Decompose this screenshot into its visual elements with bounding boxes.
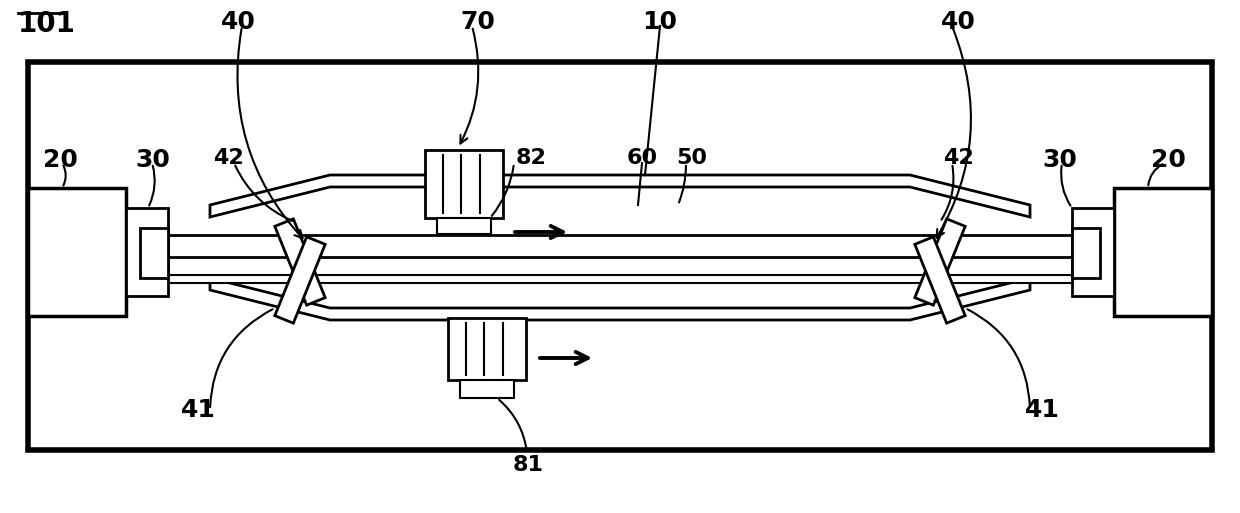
Polygon shape <box>210 175 1030 217</box>
Text: 50: 50 <box>677 148 708 168</box>
Text: 101: 101 <box>19 10 76 38</box>
Bar <box>1073 208 1114 296</box>
Bar <box>128 275 1112 283</box>
Text: 20: 20 <box>1151 148 1185 172</box>
Bar <box>436 218 491 234</box>
Text: 40: 40 <box>941 10 976 34</box>
Text: 40: 40 <box>221 10 255 34</box>
Text: 20: 20 <box>42 148 77 172</box>
Polygon shape <box>210 278 1030 320</box>
Text: 81: 81 <box>512 455 543 475</box>
Text: 42: 42 <box>942 148 973 168</box>
Bar <box>126 208 167 296</box>
Bar <box>29 188 126 316</box>
Polygon shape <box>915 237 965 323</box>
Text: 30: 30 <box>1043 148 1078 172</box>
Text: 42: 42 <box>212 148 243 168</box>
Polygon shape <box>275 219 325 305</box>
Polygon shape <box>275 237 325 323</box>
Bar <box>140 228 167 278</box>
Bar <box>1114 188 1211 316</box>
Text: 30: 30 <box>135 148 170 172</box>
Text: 41: 41 <box>1024 398 1059 422</box>
Text: 10: 10 <box>642 10 677 34</box>
Bar <box>29 62 1211 450</box>
Text: 82: 82 <box>516 148 547 168</box>
Bar <box>448 318 526 380</box>
Bar <box>128 235 1112 257</box>
Bar <box>425 150 503 218</box>
Text: 41: 41 <box>181 398 216 422</box>
Bar <box>1073 228 1100 278</box>
Text: 70: 70 <box>460 10 496 34</box>
Text: 60: 60 <box>626 148 657 168</box>
Polygon shape <box>915 219 965 305</box>
Bar <box>460 380 515 398</box>
